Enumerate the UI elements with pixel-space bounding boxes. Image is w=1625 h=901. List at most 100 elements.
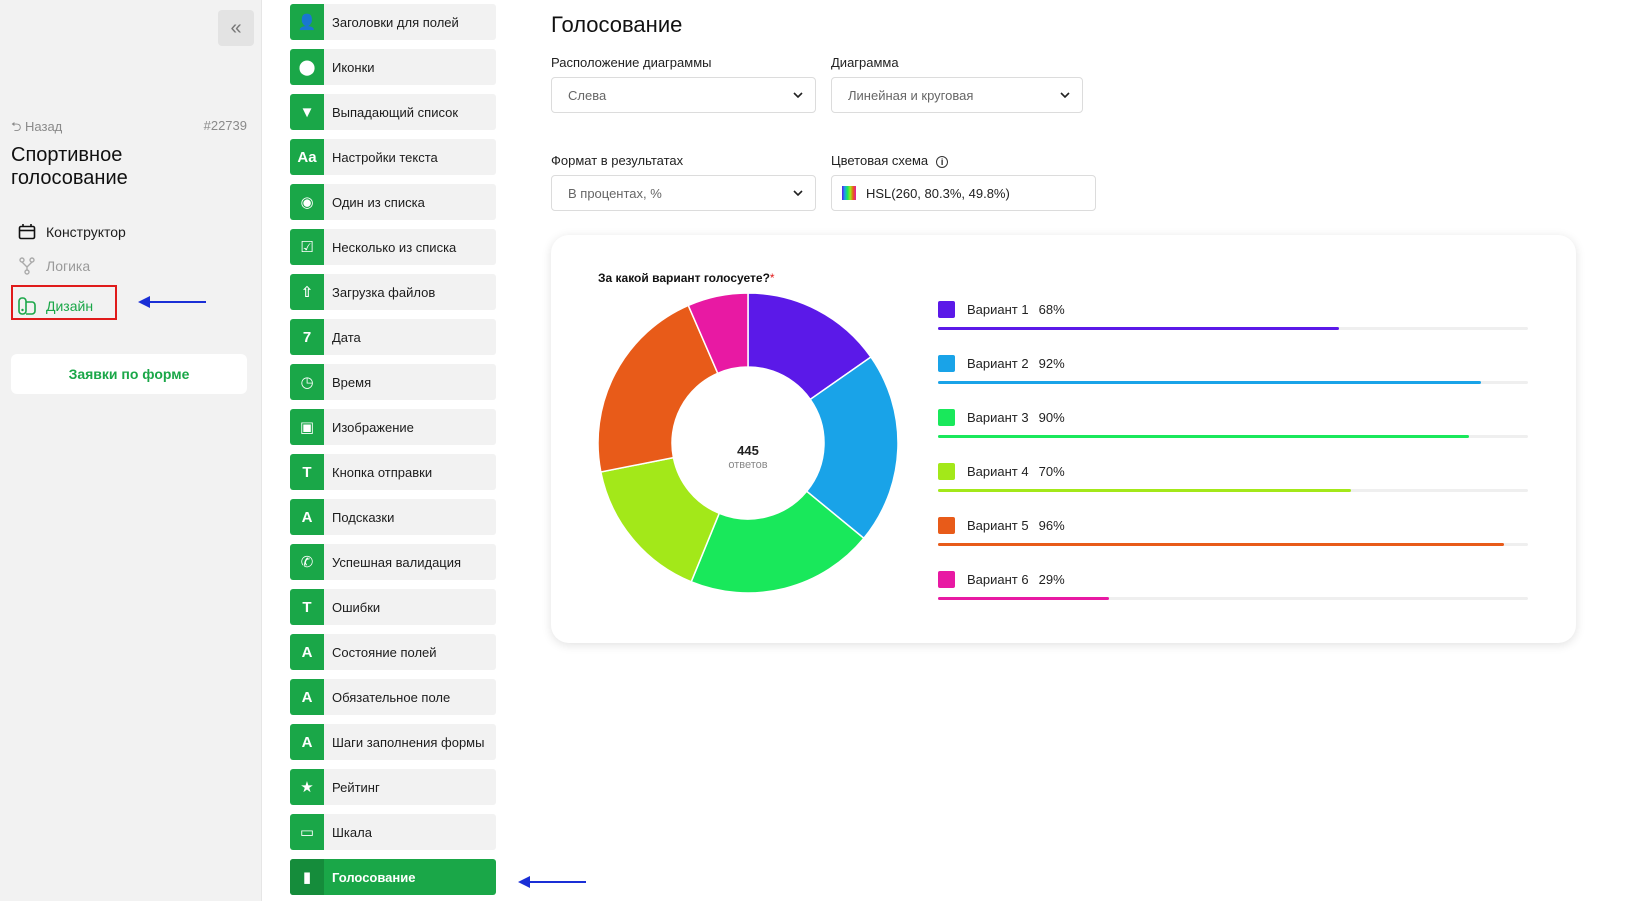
component-label: Шаги заполнения формы — [332, 734, 485, 750]
nav-label-design: Дизайн — [46, 298, 94, 314]
component-label: Успешная валидация — [332, 554, 462, 570]
component-item[interactable]: ⬤ Иконки — [290, 49, 496, 85]
component-item[interactable]: A Подсказки — [290, 499, 496, 535]
total-label: ответов — [728, 459, 768, 471]
component-item[interactable]: A Обязательное поле — [290, 679, 496, 715]
legend-value: 68% — [1038, 302, 1065, 317]
legend-swatch — [938, 355, 955, 372]
color-scheme-label-row: Цветовая схема i — [831, 153, 949, 168]
legend-row: Вариант 4 70% — [938, 463, 1528, 517]
back-link[interactable]: ⮌ Назад — [11, 119, 63, 134]
voting-icon: ▮ — [290, 859, 324, 895]
legend-bar — [938, 327, 1340, 330]
donut-slice — [598, 304, 719, 473]
component-item[interactable]: 7 Дата — [290, 319, 496, 355]
legend-label-row: Вариант 1 68% — [967, 302, 1065, 317]
component-label: Обязательное поле — [332, 689, 451, 705]
sidebar-nav: Конструктор Логика Дизайн — [16, 215, 126, 323]
chart-position-value: Слева — [568, 87, 607, 103]
required-icon: A — [290, 679, 324, 715]
color-scheme-value: HSL(260, 80.3%, 49.8%) — [866, 185, 1010, 201]
legend-label-row: Вариант 2 92% — [967, 356, 1065, 371]
double-chevron-left-icon: « — [230, 16, 242, 39]
upload-icon: ⇧ — [290, 274, 324, 310]
component-item[interactable]: ✆ Успешная валидация — [290, 544, 496, 580]
component-item[interactable]: A Состояние полей — [290, 634, 496, 670]
submit-icon: T — [290, 454, 324, 490]
nav-item-constructor[interactable]: Конструктор — [16, 215, 126, 249]
component-item[interactable]: ⇧ Загрузка файлов — [290, 274, 496, 310]
phone-icon: ✆ — [290, 544, 324, 580]
required-mark: * — [769, 271, 775, 285]
dropdown-icon: ▼ — [290, 94, 324, 130]
component-label: Время — [332, 374, 372, 390]
component-item[interactable]: ◉ Один из списка — [290, 184, 496, 220]
chart-type-label: Диаграмма — [831, 55, 899, 70]
donut-slice — [805, 355, 898, 540]
nav-label-constructor: Конструктор — [46, 224, 126, 240]
legend-bar — [938, 597, 1110, 600]
component-item[interactable]: ★ Рейтинг — [290, 769, 496, 805]
legend-bar-track — [938, 543, 1528, 546]
legend-row: Вариант 3 90% — [938, 409, 1528, 463]
info-icon[interactable]: i — [936, 155, 949, 168]
design-icon — [16, 295, 38, 317]
component-item[interactable]: T Ошибки — [290, 589, 496, 625]
legend-value: 90% — [1038, 410, 1065, 425]
chart-position-label: Расположение диаграммы — [551, 55, 712, 70]
left-sidebar: « ⮌ Назад #22739 Спортивное голосование … — [0, 0, 262, 901]
hint-icon: A — [290, 499, 324, 535]
component-item[interactable]: Aa Настройки текста — [290, 139, 496, 175]
component-item[interactable]: ▼ Выпадающий список — [290, 94, 496, 130]
form-title: Спортивное голосование — [11, 144, 128, 189]
legend-bar — [938, 435, 1469, 438]
component-item[interactable]: ▮ Голосование — [290, 859, 496, 895]
component-item[interactable]: ◷ Время — [290, 364, 496, 400]
component-item[interactable]: ▣ Изображение — [290, 409, 496, 445]
legend-row: Вариант 5 96% — [938, 517, 1528, 571]
chart-preview-card: За какой вариант голосуете?* 445 ответов… — [551, 235, 1576, 643]
nav-item-logic[interactable]: Логика — [16, 249, 126, 283]
component-item[interactable]: 👤 Заголовки для полей — [290, 4, 496, 40]
text-settings-icon: Aa — [290, 139, 324, 175]
legend-label: Вариант 6 — [967, 572, 1029, 587]
component-label: Кнопка отправки — [332, 464, 433, 480]
collapse-sidebar-button[interactable]: « — [218, 10, 254, 46]
checkbox-icon: ☑ — [290, 229, 324, 265]
component-item[interactable]: A Шаги заполнения формы — [290, 724, 496, 760]
format-select[interactable]: В процентах, % — [551, 175, 816, 211]
arrow-left-icon — [518, 876, 586, 888]
format-label: Формат в результатах — [551, 153, 684, 168]
field-state-icon: A — [290, 634, 324, 670]
legend-value: 29% — [1038, 572, 1065, 587]
chart-position-select[interactable]: Слева — [551, 77, 816, 113]
star-icon: ★ — [290, 769, 324, 805]
component-label: Один из списка — [332, 194, 425, 210]
legend-row: Вариант 2 92% — [938, 355, 1528, 409]
color-scheme-input[interactable]: HSL(260, 80.3%, 49.8%) — [831, 175, 1096, 211]
total-count: 445 — [737, 443, 759, 458]
radio-icon: ◉ — [290, 184, 324, 220]
legend-bar-track — [938, 435, 1528, 438]
chart-type-select[interactable]: Линейная и круговая — [831, 77, 1083, 113]
chart-question: За какой вариант голосуете?* — [598, 271, 775, 285]
page-title: Голосование — [551, 12, 683, 37]
color-swatch[interactable] — [842, 186, 856, 200]
component-label: Подсказки — [332, 509, 395, 525]
component-label: Выпадающий список — [332, 104, 459, 120]
nav-item-design[interactable]: Дизайн — [16, 289, 126, 323]
date-icon: 7 — [290, 319, 324, 355]
legend-bar — [938, 489, 1351, 492]
form-requests-button[interactable]: Заявки по форме — [11, 354, 247, 394]
chart-legend: Вариант 1 68% Вариант 2 92% Вариант 3 90% Вари… — [938, 301, 1528, 625]
component-item[interactable]: ☑ Несколько из списка — [290, 229, 496, 265]
form-id: #22739 — [203, 118, 247, 133]
design-highlight-box — [11, 285, 117, 320]
component-item[interactable]: ▭ Шкала — [290, 814, 496, 850]
color-scheme-label: Цветовая схема — [831, 153, 929, 168]
legend-swatch — [938, 409, 955, 426]
legend-value: 96% — [1038, 518, 1065, 533]
component-item[interactable]: T Кнопка отправки — [290, 454, 496, 490]
legend-swatch — [938, 571, 955, 588]
legend-bar-track — [938, 327, 1528, 330]
